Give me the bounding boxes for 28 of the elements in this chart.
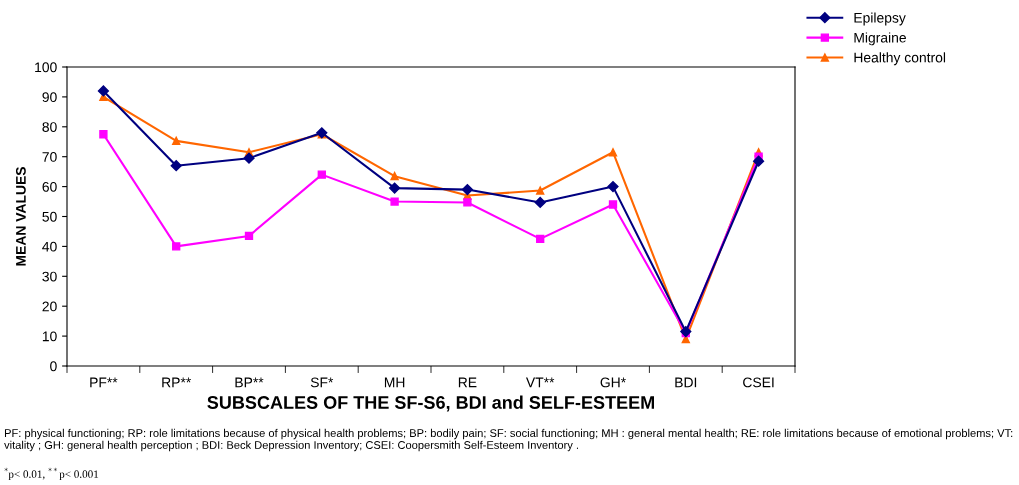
legend-label: Epilepsy [854, 12, 906, 26]
y-tick-label: 60 [42, 181, 57, 192]
x-tick-label: SF* [310, 377, 334, 388]
x-tick-label: CSEI [743, 377, 774, 388]
y-tick-label: 10 [42, 331, 57, 342]
y-tick-label: 70 [42, 152, 57, 162]
y-tick-label: 30 [42, 271, 57, 282]
y-tick-label: 100 [35, 62, 57, 73]
x-tick-label: VT** [525, 377, 555, 388]
y-tick-label: 80 [42, 122, 57, 132]
y-tick-label: 40 [42, 241, 57, 252]
x-tick-label: RE [458, 377, 477, 388]
legend-label: Migraine [854, 32, 906, 46]
y-tick-label: 90 [42, 92, 57, 103]
legend-label: Healthy control [854, 52, 946, 66]
x-tick-label: RP** [162, 377, 192, 388]
y-tick-label: 50 [42, 211, 57, 222]
text: $^{*}$p< 0.01, $^{**}$p< 0.001 [4, 467, 99, 481]
y-axis-title: MEAN VALUES [15, 167, 26, 266]
x-tick-label: BP** [235, 377, 264, 388]
x-tick-label: GH* [600, 377, 626, 388]
x-tick-label: MH [384, 377, 405, 388]
text: PF: physical functioning; RP: role limitations because of physical health problems; BP: bodily pain; SF: social functioning; MH : general mental health; RE: role limitations because of emotional problems; VT: vitality ; GH: general health perception ; BDI: Beck Depression Inventory; CSEI: Coopersmith Self-Esteem Inventory . [4, 428, 1013, 452]
y-tick-label: 0 [50, 361, 57, 372]
y-tick-label: 20 [42, 301, 57, 312]
x-tick-label: PF** [90, 377, 118, 388]
x-axis-title: SUBSCALES OF THE SF-S6, BDI and SELF-ESTEEM [207, 395, 654, 412]
x-tick-label: BDI [675, 377, 697, 388]
